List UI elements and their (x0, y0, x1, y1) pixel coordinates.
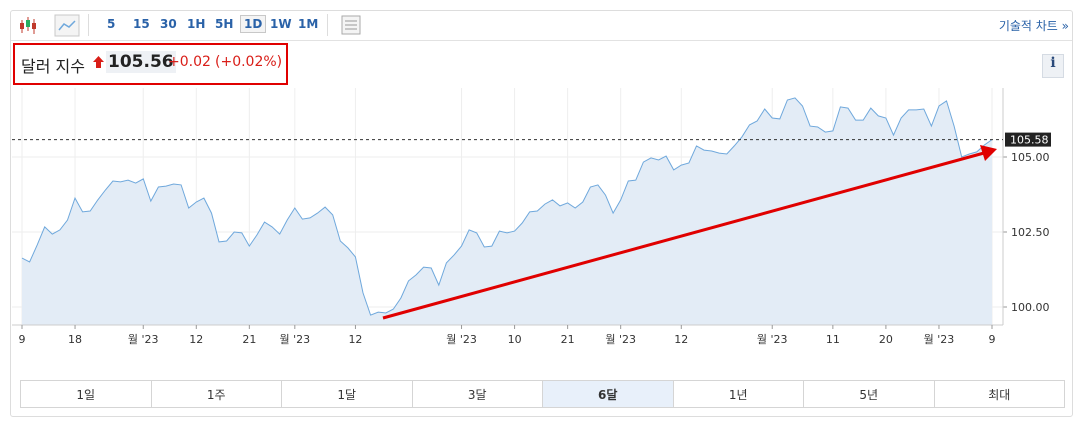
x-tick-label: 21 (242, 333, 256, 346)
x-tick-label: 10 (508, 333, 522, 346)
interval-button[interactable]: 30 (160, 17, 177, 31)
range-button[interactable]: 최대 (933, 380, 1065, 408)
x-tick-label: 월 '23 (446, 333, 477, 346)
chart-type-icons[interactable] (18, 14, 84, 38)
instrument-name: 달러 지수 (21, 57, 85, 76)
interval-button[interactable]: 15 (133, 17, 150, 31)
interval-button[interactable]: 5H (215, 17, 234, 31)
x-tick-label: 월 '23 (924, 333, 955, 346)
x-tick-label: 20 (879, 333, 893, 346)
line (21, 97, 993, 316)
range-button[interactable]: 3달 (411, 380, 543, 408)
x-tick-label: 월 '23 (279, 333, 310, 346)
x-tick-label: 9 (989, 333, 996, 346)
area (22, 97, 992, 326)
table-icon[interactable] (341, 15, 361, 35)
highlight-box (13, 43, 288, 85)
x-tick-label: 12 (189, 333, 203, 346)
annotation-arrowhead (980, 145, 997, 161)
separator (327, 14, 328, 36)
y-tick-label: 105.00 (1011, 151, 1050, 164)
y-tick-label: 102.50 (1011, 226, 1050, 239)
range-button[interactable]: 1일 (20, 380, 152, 408)
last-value-flag (1005, 132, 1051, 147)
x-tick-label: 월 '23 (757, 333, 788, 346)
up-arrow (93, 56, 104, 68)
interval-button[interactable]: 1W (270, 17, 292, 31)
x-tick-label: 11 (826, 333, 840, 346)
separator (88, 14, 89, 36)
x-tick-label: 12 (348, 333, 362, 346)
x-tick-label: 월 '23 (128, 333, 159, 346)
last-value-label: 105.58 (1010, 134, 1049, 147)
range-button[interactable]: 1주 (150, 380, 282, 408)
toolbar-divider (11, 40, 1072, 41)
x-tick-label: 월 '23 (605, 333, 636, 346)
y-tick-label: 100.00 (1011, 301, 1050, 314)
interval-button[interactable]: 1D (240, 15, 267, 33)
interval-button[interactable]: 1H (187, 17, 206, 31)
range-button[interactable]: 1달 (281, 380, 413, 408)
x-tick-label: 18 (68, 333, 82, 346)
interval-button[interactable]: 5 (107, 17, 116, 31)
x-tick-label: 9 (19, 333, 26, 346)
range-button[interactable]: 5년 (803, 380, 935, 408)
technical-chart-link[interactable]: 기술적 차트 » (998, 19, 1069, 33)
change: +0.02 (168, 54, 211, 70)
annotation-arrow (382, 151, 985, 320)
x-tick-label: 12 (674, 333, 688, 346)
range-button[interactable]: 1년 (672, 380, 804, 408)
info-button[interactable]: i (1042, 54, 1064, 78)
widget-frame (10, 10, 1073, 417)
x-tick-label: 21 (561, 333, 575, 346)
interval-button[interactable]: 1M (298, 17, 319, 31)
price: 105.56 (106, 51, 176, 73)
change-percent: (+0.02%) (215, 54, 283, 70)
range-button[interactable]: 6달 (542, 380, 674, 408)
